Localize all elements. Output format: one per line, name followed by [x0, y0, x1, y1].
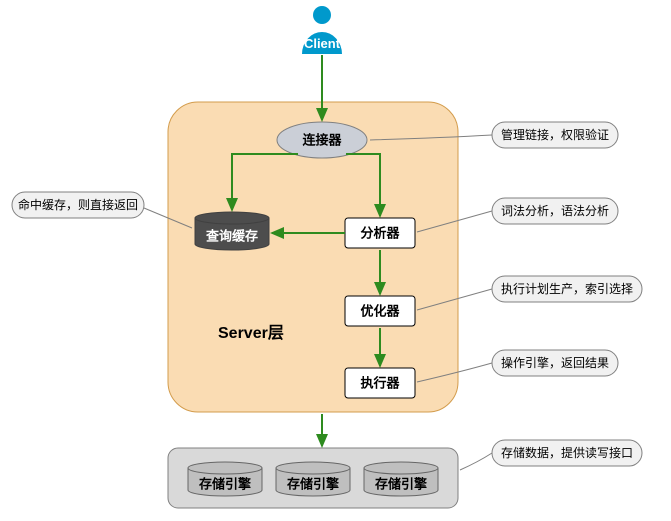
engine-note-label: 存储数据，提供读写接口 [501, 445, 633, 460]
storage-engine-label: 存储引擎 [375, 476, 427, 491]
executor-note-label: 操作引擎，返回结果 [501, 355, 609, 370]
note-connector [460, 453, 492, 470]
analyzer-label: 分析器 [360, 225, 400, 240]
diagram-canvas: Client 连接器查询缓存 分析器优化器执行器存储引擎 存储引擎 存储引擎 命中缓存，则… [0, 0, 671, 521]
storage-engine-label: 存储引擎 [287, 476, 339, 491]
connector-note-label: 管理链接，权限验证 [501, 127, 609, 142]
query-cache-label: 查询缓存 [205, 228, 258, 243]
analyzer-note-label: 词法分析，语法分析 [501, 204, 609, 218]
storage-engine-label: 存储引擎 [199, 476, 251, 491]
optimizer-label: 优化器 [360, 303, 400, 318]
client-actor: Client [302, 6, 342, 54]
connector-label: 连接器 [302, 132, 342, 147]
cache-note-label: 命中缓存，则直接返回 [18, 197, 138, 212]
client-label: Client [304, 36, 341, 51]
optimizer-note-label: 执行计划生产，索引选择 [501, 282, 633, 296]
server-layer-title: Server层 [218, 324, 284, 342]
executor-label: 执行器 [360, 375, 400, 390]
